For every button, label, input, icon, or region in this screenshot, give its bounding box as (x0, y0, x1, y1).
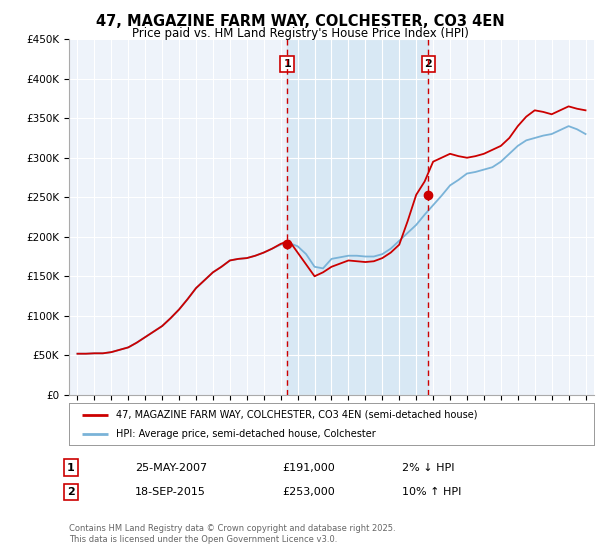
Text: 1: 1 (67, 463, 74, 473)
Bar (287, 39, 428, 395)
Text: Price paid vs. HM Land Registry's House Price Index (HPI): Price paid vs. HM Land Registry's House … (131, 27, 469, 40)
Text: 2% ↓ HPI: 2% ↓ HPI (402, 463, 455, 473)
Text: 10% ↑ HPI: 10% ↑ HPI (402, 487, 461, 497)
Text: 2: 2 (424, 59, 432, 69)
Text: Contains HM Land Registry data © Crown copyright and database right 2025.
This d: Contains HM Land Registry data © Crown c… (69, 524, 395, 544)
Text: 47, MAGAZINE FARM WAY, COLCHESTER, CO3 4EN: 47, MAGAZINE FARM WAY, COLCHESTER, CO3 4… (95, 14, 505, 29)
Text: 47, MAGAZINE FARM WAY, COLCHESTER, CO3 4EN (semi-detached house): 47, MAGAZINE FARM WAY, COLCHESTER, CO3 4… (116, 409, 478, 419)
Text: 1: 1 (283, 59, 291, 69)
Text: 18-SEP-2015: 18-SEP-2015 (135, 487, 206, 497)
Text: 2: 2 (67, 487, 74, 497)
Text: £191,000: £191,000 (282, 463, 335, 473)
Text: £253,000: £253,000 (282, 487, 335, 497)
Text: 25-MAY-2007: 25-MAY-2007 (135, 463, 207, 473)
Text: HPI: Average price, semi-detached house, Colchester: HPI: Average price, semi-detached house,… (116, 429, 376, 439)
